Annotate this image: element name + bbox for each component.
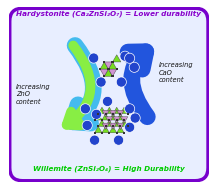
Polygon shape (106, 120, 113, 126)
Bar (105, 125, 107, 127)
Polygon shape (104, 62, 113, 69)
Bar (103, 75, 105, 77)
Bar (116, 68, 118, 70)
Bar (101, 132, 103, 134)
Polygon shape (106, 107, 113, 114)
Polygon shape (108, 69, 117, 76)
Circle shape (82, 120, 92, 130)
Polygon shape (106, 117, 113, 123)
Bar (119, 113, 122, 115)
Bar (111, 75, 114, 77)
FancyBboxPatch shape (10, 8, 208, 181)
Bar (111, 61, 114, 63)
Circle shape (113, 135, 124, 145)
Polygon shape (98, 107, 106, 114)
Polygon shape (117, 110, 124, 117)
Bar (123, 119, 125, 121)
Bar (101, 119, 103, 121)
Bar (112, 113, 114, 115)
Polygon shape (98, 120, 106, 126)
Bar (97, 125, 99, 127)
FancyArrowPatch shape (67, 46, 90, 125)
Bar (101, 119, 103, 121)
Bar (105, 125, 107, 127)
Bar (99, 68, 101, 70)
Bar (103, 61, 105, 63)
Bar (116, 119, 118, 121)
Circle shape (80, 104, 90, 114)
Circle shape (125, 122, 135, 132)
Bar (97, 113, 99, 115)
Polygon shape (117, 123, 124, 129)
Bar (119, 113, 122, 115)
FancyArrowPatch shape (128, 52, 147, 117)
Bar (119, 125, 122, 127)
Polygon shape (102, 123, 109, 129)
Bar (94, 132, 96, 134)
Polygon shape (108, 62, 117, 69)
Circle shape (90, 135, 100, 145)
Polygon shape (120, 107, 128, 114)
Text: Willemite (ZnSi₂O₄) = High Durability: Willemite (ZnSi₂O₄) = High Durability (33, 165, 184, 172)
Bar (105, 113, 107, 115)
Text: Hardystonite (Ca₂ZnSi₂O₇) = Lower durability: Hardystonite (Ca₂ZnSi₂O₇) = Lower durabi… (16, 10, 201, 17)
Bar (116, 132, 118, 134)
Bar (116, 132, 118, 134)
Bar (112, 125, 114, 127)
Polygon shape (120, 120, 128, 126)
Bar (119, 125, 122, 127)
Circle shape (129, 62, 139, 72)
Circle shape (91, 109, 102, 119)
Circle shape (102, 96, 113, 106)
Polygon shape (113, 55, 121, 62)
Bar (108, 132, 110, 134)
Circle shape (125, 53, 135, 63)
Circle shape (89, 53, 99, 63)
Bar (112, 113, 114, 115)
Bar (112, 125, 114, 127)
Polygon shape (109, 123, 117, 129)
Text: Increasing
CaO
content: Increasing CaO content (159, 62, 194, 83)
Bar (108, 119, 110, 121)
Polygon shape (95, 126, 102, 133)
Bar (105, 113, 107, 115)
Circle shape (96, 77, 106, 87)
Polygon shape (102, 126, 109, 133)
Circle shape (130, 113, 140, 123)
Polygon shape (109, 110, 117, 117)
Bar (94, 119, 96, 121)
Polygon shape (109, 114, 117, 120)
Circle shape (120, 51, 130, 61)
Bar (101, 132, 103, 134)
Bar (107, 68, 110, 70)
Bar (127, 125, 129, 127)
Bar (123, 132, 125, 134)
Bar (116, 119, 118, 121)
Circle shape (116, 77, 127, 87)
Polygon shape (120, 117, 128, 123)
Polygon shape (117, 126, 124, 133)
Polygon shape (100, 62, 108, 69)
Polygon shape (102, 114, 109, 120)
Polygon shape (100, 69, 108, 76)
Polygon shape (95, 114, 102, 120)
Polygon shape (113, 120, 120, 126)
FancyArrowPatch shape (73, 46, 93, 123)
Bar (108, 119, 110, 121)
Text: Increasing
ZnO
content: Increasing ZnO content (16, 84, 51, 105)
Polygon shape (104, 69, 113, 76)
Polygon shape (102, 110, 109, 117)
Polygon shape (113, 107, 120, 114)
Circle shape (125, 104, 135, 114)
Polygon shape (113, 117, 120, 123)
Bar (127, 113, 129, 115)
Polygon shape (109, 126, 117, 133)
Bar (108, 132, 110, 134)
Polygon shape (117, 114, 124, 120)
